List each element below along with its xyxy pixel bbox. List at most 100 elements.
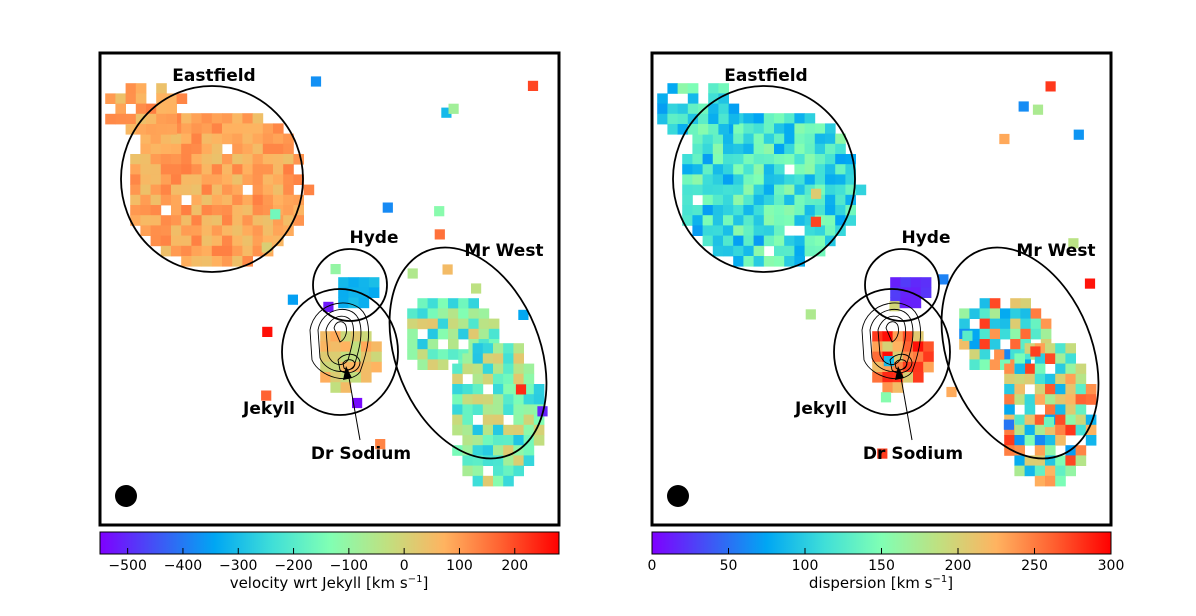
label-dr-sodium: Dr Sodium xyxy=(863,444,963,464)
map-pixel xyxy=(1085,414,1097,426)
map-pixel xyxy=(150,235,162,247)
map-pixel xyxy=(1075,404,1087,415)
map-pixel xyxy=(472,384,484,395)
map-pixel xyxy=(181,164,192,175)
map-pixel xyxy=(252,154,264,165)
map-pixel xyxy=(890,277,901,288)
map-pixel xyxy=(201,256,213,267)
map-pixel xyxy=(503,373,514,385)
map-pixel xyxy=(814,235,826,247)
map-pixel xyxy=(125,83,137,94)
dr-sodium-arrowhead xyxy=(895,366,904,380)
map-pixel xyxy=(232,143,243,155)
map-pixel xyxy=(262,164,274,175)
dispersion-region-outlines xyxy=(672,85,1100,460)
map-pixel xyxy=(191,123,202,134)
map-pixel xyxy=(698,124,709,135)
map-pixel xyxy=(283,154,294,165)
map-pixel xyxy=(1075,424,1087,436)
map-pixel xyxy=(283,215,294,226)
map-pixel xyxy=(814,205,826,216)
map-pixel xyxy=(723,133,734,145)
map-pixel xyxy=(156,103,167,115)
map-pixel xyxy=(774,235,785,247)
map-pixel xyxy=(503,404,514,415)
map-pixel xyxy=(733,245,744,257)
map-pixel xyxy=(763,235,775,247)
map-pixel xyxy=(923,341,934,352)
map-pixel xyxy=(1034,455,1046,466)
map-pixel xyxy=(191,113,202,124)
map-pixel xyxy=(784,215,795,226)
map-pixel xyxy=(105,113,116,125)
map-pixel xyxy=(150,215,162,226)
map-pixel xyxy=(677,83,689,94)
map-pixel xyxy=(969,359,980,370)
map-pixel xyxy=(1014,363,1026,374)
map-pixel xyxy=(794,164,805,175)
map-pixel xyxy=(493,435,504,446)
map-pixel xyxy=(146,124,157,135)
map-pixel xyxy=(232,235,243,247)
map-pixel xyxy=(320,351,331,363)
map-pixel xyxy=(825,235,836,247)
map-pixel xyxy=(1068,238,1079,249)
map-pixel xyxy=(293,205,304,216)
map-pixel xyxy=(794,184,805,196)
map-pixel xyxy=(1040,318,1052,330)
map-pixel xyxy=(682,205,693,216)
map-pixel xyxy=(1004,394,1015,405)
map-pixel xyxy=(1004,384,1015,395)
map-pixel xyxy=(794,123,805,134)
map-pixel xyxy=(910,277,922,288)
map-pixel xyxy=(518,309,529,320)
map-pixel xyxy=(1045,455,1056,466)
map-pixel xyxy=(242,256,253,267)
map-pixel xyxy=(718,124,729,135)
map-pixel xyxy=(201,225,213,236)
map-pixel xyxy=(181,123,192,134)
map-pixel xyxy=(1065,414,1076,426)
map-pixel xyxy=(1055,424,1066,436)
map-pixel xyxy=(1075,455,1087,466)
map-pixel xyxy=(845,164,856,175)
map-pixel xyxy=(191,215,202,226)
map-pixel xyxy=(712,184,724,196)
map-pixel xyxy=(211,225,223,236)
map-pixel xyxy=(222,164,233,175)
map-pixel xyxy=(493,353,504,364)
map-pixel xyxy=(156,83,167,94)
map-pixel xyxy=(994,349,1005,360)
map-pixel xyxy=(682,215,693,226)
map-pixel xyxy=(774,215,785,226)
map-pixel xyxy=(523,373,535,385)
map-pixel xyxy=(523,404,535,415)
map-pixel xyxy=(969,339,980,350)
map-pixel xyxy=(753,215,765,226)
map-pixel xyxy=(811,188,822,199)
map-pixel xyxy=(784,154,795,165)
map-pixel xyxy=(350,351,362,363)
map-pixel xyxy=(810,216,821,227)
map-pixel xyxy=(712,235,724,247)
map-pixel xyxy=(784,113,795,124)
map-pixel xyxy=(763,194,775,206)
map-pixel xyxy=(252,123,264,134)
map-pixel xyxy=(969,308,980,319)
map-pixel xyxy=(222,235,233,247)
colorbar-tick-label: 200 xyxy=(945,558,972,574)
map-pixel xyxy=(1024,455,1036,466)
colorbar-tick-label: 100 xyxy=(792,558,819,574)
map-pixel xyxy=(682,184,693,196)
map-pixel xyxy=(527,80,539,91)
map-pixel xyxy=(702,133,714,145)
map-pixel xyxy=(171,225,182,236)
map-pixel xyxy=(482,343,494,354)
map-pixel xyxy=(774,174,785,185)
map-pixel xyxy=(462,455,473,466)
map-pixel xyxy=(273,133,284,145)
map-pixel xyxy=(1065,363,1076,375)
dispersion-panel: Eastfield Hyde Mr West Jekyll Dr Sodium … xyxy=(648,51,1124,592)
map-pixel xyxy=(1055,343,1066,354)
map-pixel xyxy=(115,103,126,115)
